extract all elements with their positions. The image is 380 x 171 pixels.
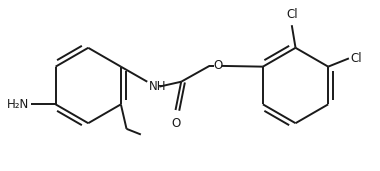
Text: NH: NH [149,80,167,93]
Text: H₂N: H₂N [7,98,29,111]
Text: O: O [171,117,180,130]
Text: O: O [213,59,222,72]
Text: Cl: Cl [286,8,298,21]
Text: Cl: Cl [351,52,363,65]
